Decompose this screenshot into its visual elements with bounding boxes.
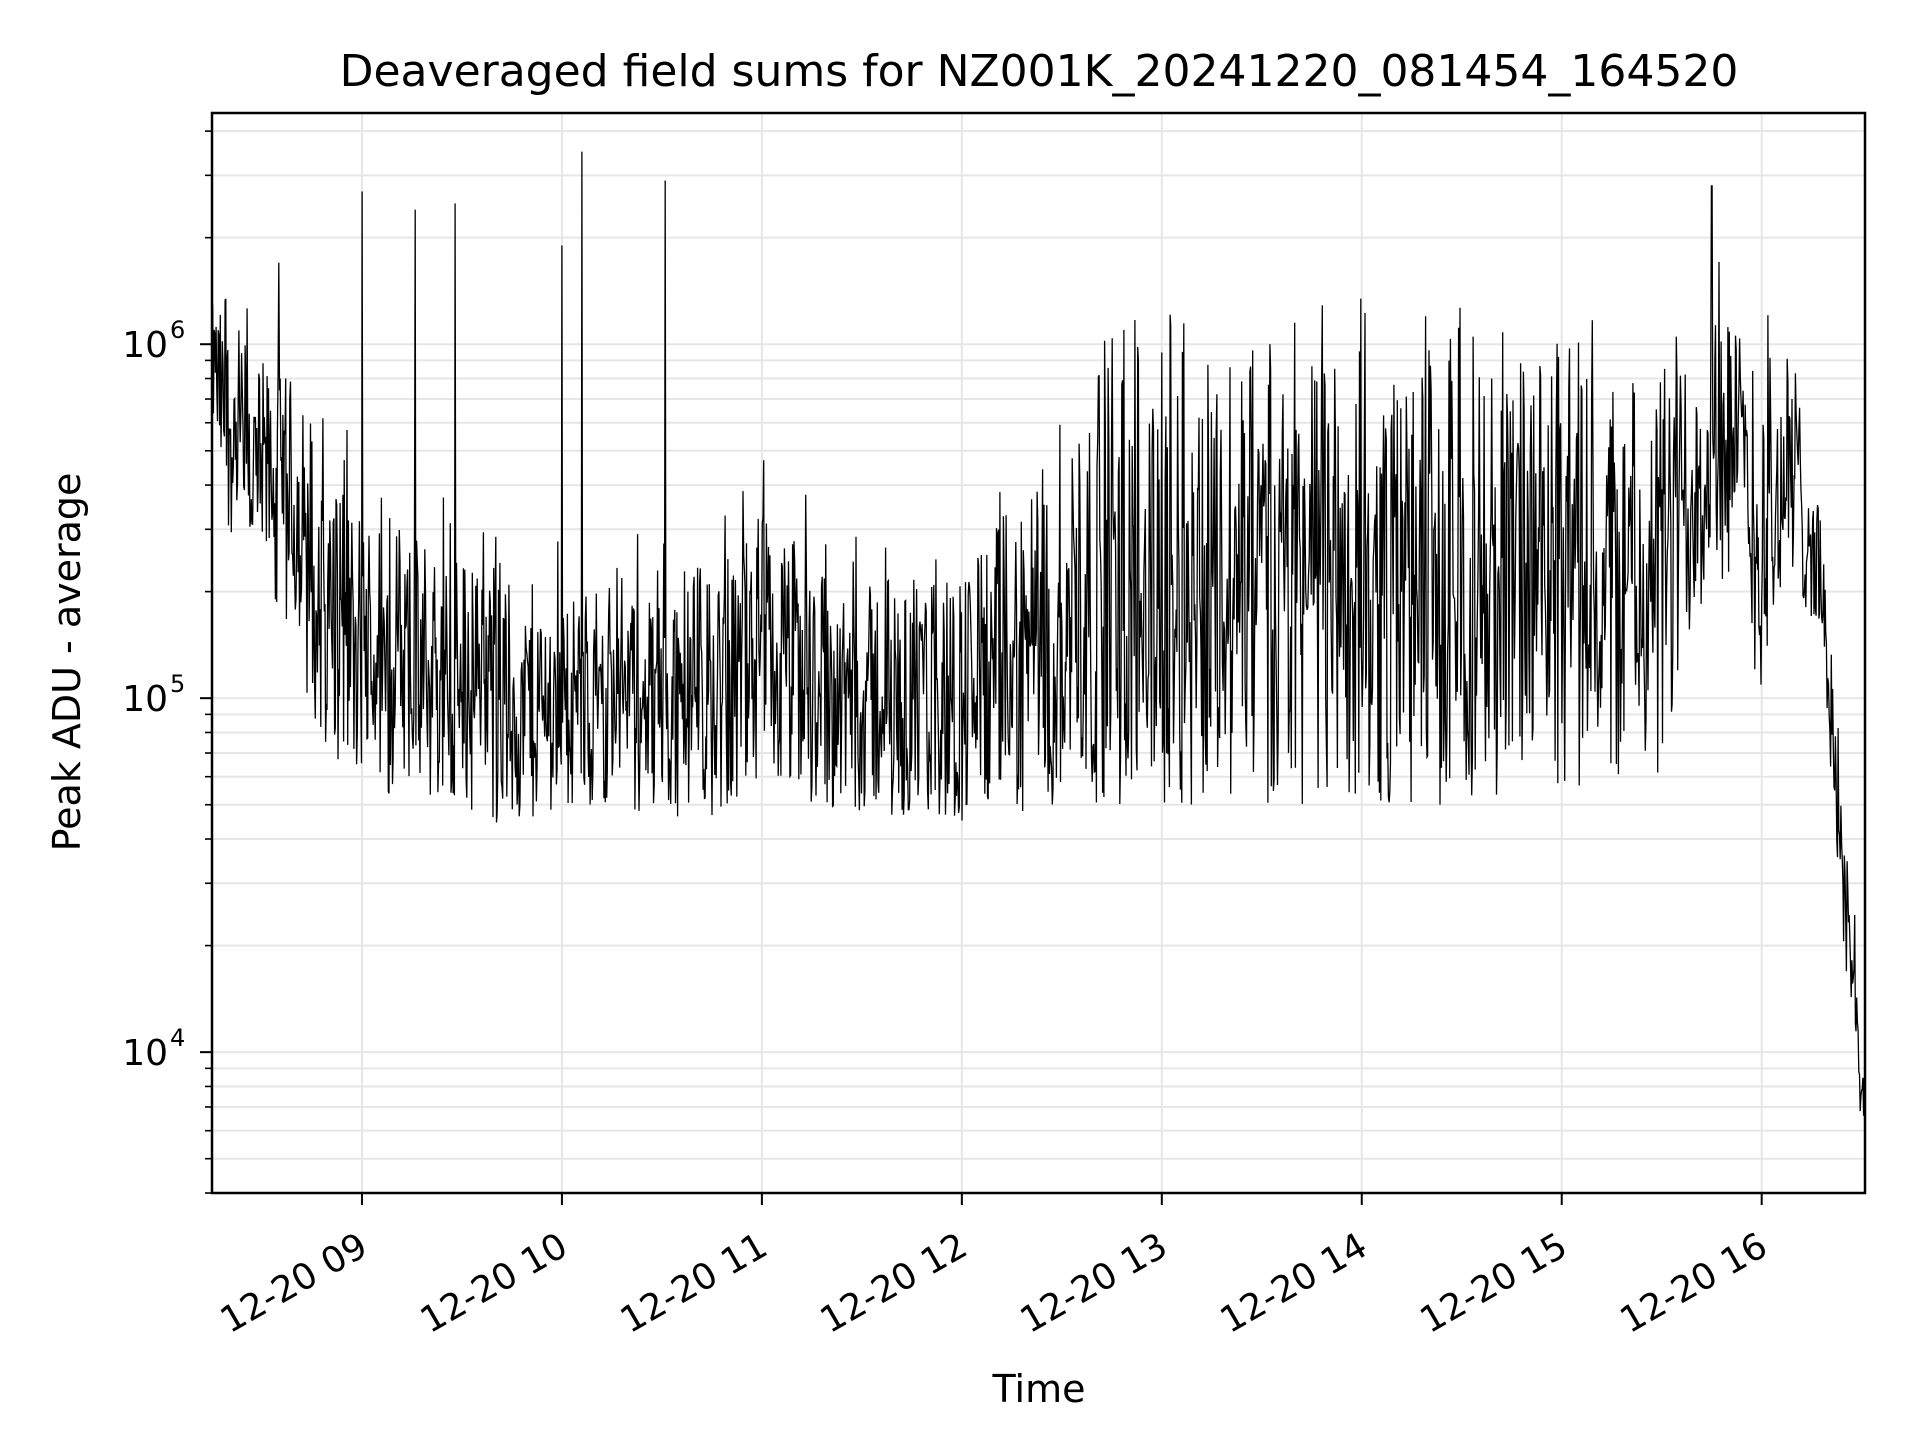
y-tick-label: 10 — [122, 325, 168, 366]
x-tick-label: 12-20 10 — [414, 1225, 575, 1341]
x-tick-label: 12-20 14 — [1214, 1225, 1375, 1341]
series-line — [211, 151, 1866, 1121]
y-tick-exponent: 6 — [170, 316, 185, 344]
y-tick-exponent: 4 — [170, 1024, 185, 1052]
plot-frame — [210, 111, 1867, 1195]
y-axis-label: Peak ADU - average — [45, 473, 89, 852]
x-tick-label: 12-20 09 — [214, 1225, 375, 1341]
y-tick-exponent: 5 — [170, 670, 185, 698]
y-tick-label: 10 — [122, 679, 168, 720]
y-tick-label: 10 — [122, 1033, 168, 1074]
chart-title: Deaveraged field sums for NZ001K_2024122… — [340, 46, 1739, 97]
x-axis-label: Time — [992, 1367, 1086, 1411]
x-tick-label: 12-20 15 — [1414, 1225, 1575, 1341]
x-tick-label: 12-20 12 — [814, 1225, 975, 1341]
x-tick-label: 12-20 13 — [1014, 1225, 1175, 1341]
x-tick-label: 12-20 11 — [614, 1225, 775, 1341]
x-tick-label: 12-20 16 — [1614, 1225, 1775, 1341]
